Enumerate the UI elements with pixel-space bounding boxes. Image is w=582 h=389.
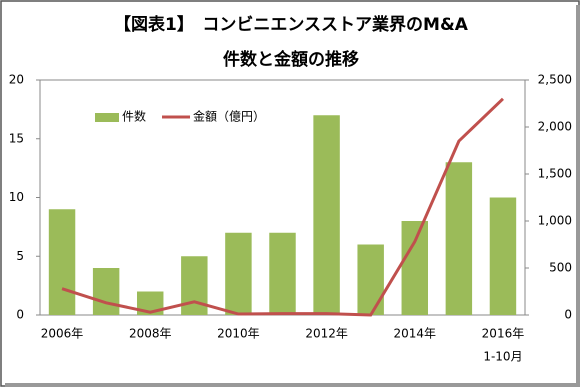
x-tick-label: 2010年 [217, 327, 260, 341]
bar [269, 232, 296, 315]
y2-tick-label: 1,500 [538, 167, 572, 181]
y-tick-label: 10 [9, 190, 24, 204]
y-tick-label: 0 [16, 308, 24, 322]
y2-tick-label: 2,000 [538, 120, 572, 134]
y2-tick-label: 0 [564, 308, 572, 322]
bar [445, 162, 473, 315]
line [61, 97, 504, 317]
x-tick-label: 2008年 [129, 327, 172, 341]
bar [313, 115, 340, 315]
x-tick-label: 2012年 [305, 327, 348, 341]
y2-tick-label: 2,500 [538, 73, 572, 87]
bar [48, 209, 76, 315]
y2-tick-label: 500 [549, 261, 572, 275]
shadow [576, 5, 580, 387]
bar [225, 232, 252, 315]
legend-label: 件数 [122, 109, 146, 124]
legend-swatch [95, 113, 119, 122]
x-tick-label: 2014年 [393, 327, 436, 341]
bar [92, 268, 120, 315]
bar [401, 221, 428, 315]
x-note: 1-10月 [483, 350, 522, 364]
legend-label: 金額（億円） [193, 109, 265, 124]
y-tick-label: 15 [9, 131, 24, 145]
y-tick-label: 5 [16, 249, 24, 263]
y-tick-label: 20 [9, 73, 24, 87]
bar [357, 244, 384, 315]
shadow [5, 383, 580, 387]
x-tick-label: 2016年 [482, 327, 525, 341]
chart-subtitle: 件数と金額の推移 [223, 49, 359, 70]
bar [181, 256, 208, 315]
x-tick-label: 2006年 [41, 327, 84, 341]
y2-tick-label: 1,000 [538, 214, 572, 228]
bar [489, 197, 517, 315]
chart-title: 【図表1】 コンビニエンスストア業界のM&A [114, 14, 469, 35]
